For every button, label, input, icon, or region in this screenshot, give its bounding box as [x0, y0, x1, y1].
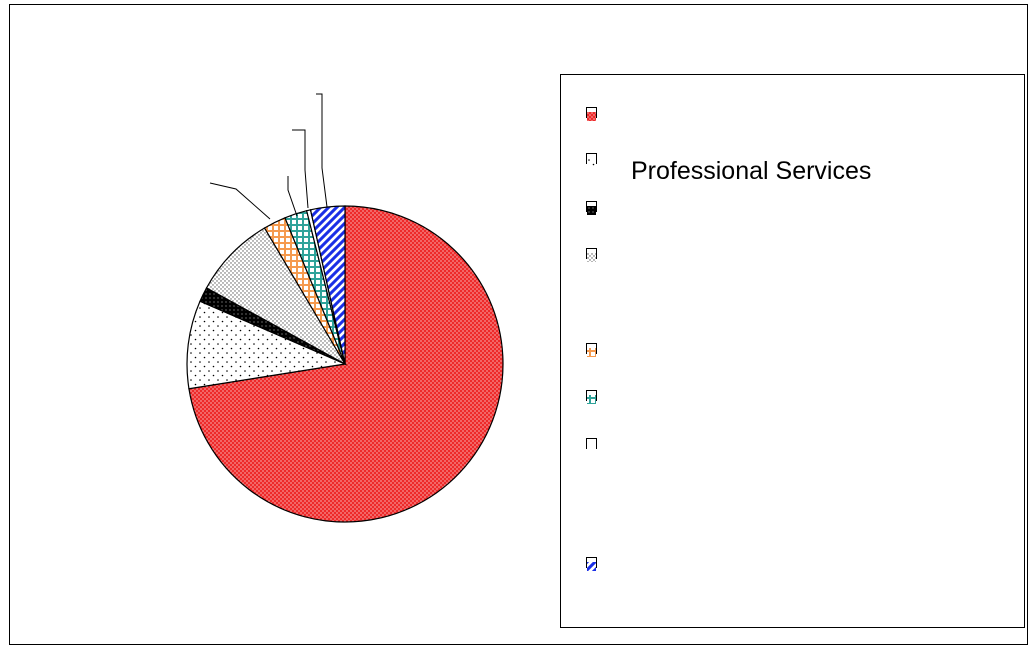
- pie-slice-3: [205, 227, 347, 366]
- pie-slices: [186, 205, 504, 523]
- pie-slice-1: [186, 300, 348, 390]
- legend-swatch-5: [586, 390, 597, 404]
- legend-swatch-0: [586, 107, 597, 121]
- legend-swatch-7: [586, 557, 597, 571]
- legend-swatch-1: [586, 153, 597, 167]
- leader-line-diag-blue: [316, 93, 328, 208]
- leader-line-grid-orange: [209, 182, 271, 220]
- leader-line-white: [292, 129, 309, 209]
- legend-swatch-3: [586, 248, 597, 262]
- leader-line-grid-teal: [287, 176, 298, 217]
- legend-swatch-4: [586, 343, 597, 357]
- leader-lines: [209, 93, 328, 220]
- legend-swatch-6: [586, 438, 597, 452]
- legend: Professional Services: [560, 74, 1025, 628]
- pie-slice-7: [309, 205, 346, 365]
- legend-swatch-2: [586, 201, 597, 215]
- legend-label-1: Professional Services: [631, 157, 872, 185]
